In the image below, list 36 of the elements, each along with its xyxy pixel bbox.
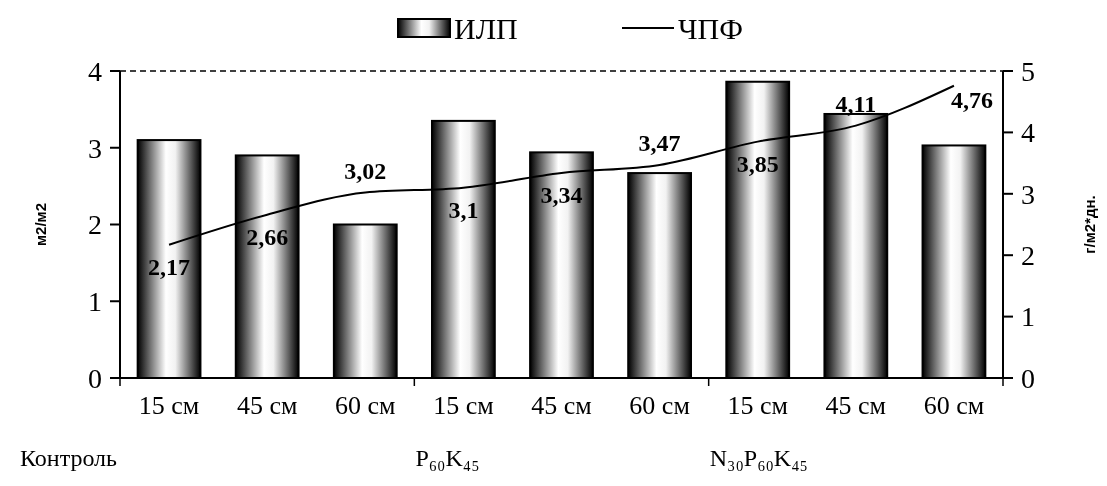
x-tick-label: 15 см [433,391,494,420]
y-tick-label: 3 [88,132,102,164]
y-tick-label: 2 [88,209,102,241]
data-label: 2,17 [148,253,191,280]
y-tick-label: 0 [88,362,102,394]
y2-tick-label: 2 [1021,240,1035,271]
data-label: 2,66 [246,223,289,250]
x-tick-label: 45 см [531,391,592,420]
text: N₃₀P₆₀K₄₅ [709,445,808,471]
y2-tick-label: 5 [1021,55,1035,87]
y-tick-label: 1 [88,286,102,318]
data-label: 4,76 [950,86,993,113]
x-tick-label: 60 см [629,391,690,420]
data-label: 3,34 [540,181,583,208]
y2-axis-title: г/м2*дн. [1081,195,1098,254]
x-tick-label: 45 см [825,391,887,420]
data-label: 4,11 [835,90,877,117]
text: Контроль [20,445,118,471]
data-label: 3,02 [344,157,387,184]
x-tick-label: 60 см [923,391,985,420]
data-label: 3,1 [448,196,479,223]
x-tick-label: 15 см [138,391,200,420]
y2-tick-label: 3 [1021,178,1035,210]
legend-label: ЧПФ [678,11,743,45]
x-tick-label: 60 см [335,391,396,420]
y-axis-title: м2/м2 [32,202,49,247]
text: P₆₀K₄₅ [415,445,480,471]
x-tick-label: 15 см [727,391,788,420]
y2-tick-label: 4 [1021,117,1035,149]
data-label: 3,85 [736,150,779,177]
legend-label: ИЛП [454,11,518,45]
y-tick-label: 4 [88,55,102,87]
y2-tick-label: 0 [1021,362,1035,394]
data-label: 3,47 [638,129,681,156]
y2-tick-label: 1 [1021,301,1035,333]
x-tick-label: 45 см [236,391,298,420]
